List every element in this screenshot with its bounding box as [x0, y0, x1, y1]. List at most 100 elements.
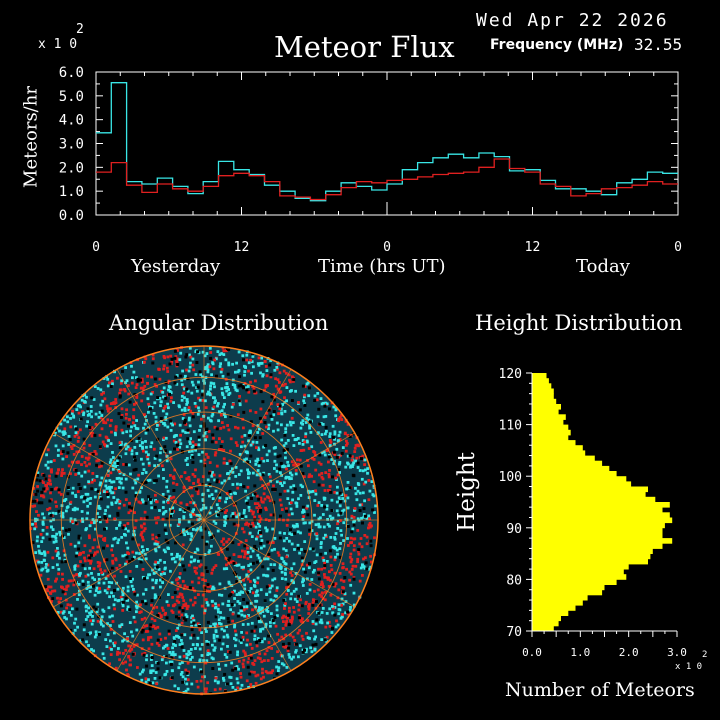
meteor-point	[218, 474, 222, 478]
meteor-point	[208, 365, 212, 369]
meteor-point	[274, 377, 277, 381]
meteor-point	[310, 650, 314, 654]
meteor-point	[241, 567, 245, 571]
meteor-point	[151, 533, 155, 537]
meteor-point	[166, 425, 170, 429]
meteor-point	[176, 448, 179, 451]
meteor-point	[263, 652, 267, 656]
meteor-point	[45, 587, 49, 591]
meteor-point	[303, 385, 307, 388]
sky-gap	[296, 546, 300, 550]
meteor-point	[222, 349, 226, 353]
meteor-point	[172, 653, 175, 657]
meteor-point	[178, 572, 182, 575]
meteor-point	[224, 515, 228, 518]
sky-gap	[323, 404, 327, 408]
meteor-point	[304, 432, 308, 436]
meteor-point	[244, 653, 247, 657]
meteor-point	[110, 544, 114, 548]
meteor-point	[284, 456, 287, 460]
meteor-point	[283, 645, 287, 649]
meteor-point	[206, 603, 210, 607]
sky-gap	[78, 487, 82, 490]
meteor-point	[122, 473, 126, 476]
meteor-point	[124, 562, 127, 566]
meteor-point	[240, 445, 243, 449]
meteor-point	[111, 464, 115, 468]
meteor-point	[189, 538, 193, 541]
meteor-point	[177, 404, 181, 408]
meteor-point	[147, 461, 151, 465]
meteor-point	[193, 402, 197, 405]
meteor-point	[183, 510, 186, 513]
meteor-point	[243, 509, 246, 512]
meteor-point	[283, 532, 286, 535]
meteor-point	[201, 593, 205, 597]
meteor-point	[269, 621, 272, 624]
meteor-point	[193, 551, 197, 554]
meteor-point	[261, 667, 264, 671]
meteor-point	[175, 434, 178, 437]
meteor-point	[154, 566, 158, 570]
meteor-point	[90, 480, 94, 484]
sky-gap	[131, 652, 135, 656]
meteor-point	[259, 611, 262, 615]
meteor-point	[258, 524, 262, 528]
meteor-point	[177, 666, 181, 670]
meteor-point	[263, 388, 266, 392]
meteor-point	[366, 467, 370, 470]
meteor-point	[88, 590, 92, 593]
meteor-point	[226, 645, 229, 648]
meteor-point	[370, 480, 374, 483]
meteor-point	[180, 475, 183, 478]
meteor-point	[185, 615, 189, 618]
sky-gap	[183, 568, 187, 572]
meteor-point	[282, 481, 286, 485]
meteor-point	[174, 441, 178, 444]
meteor-point	[294, 463, 298, 467]
meteor-point	[53, 589, 57, 593]
meteor-point	[339, 519, 342, 522]
sky-gap	[311, 547, 315, 551]
meteor-point	[244, 489, 247, 493]
meteor-point	[34, 517, 37, 521]
meteor-point	[278, 498, 282, 502]
meteor-point	[51, 528, 55, 531]
meteor-point	[213, 385, 216, 389]
meteor-point	[111, 559, 114, 563]
meteor-point	[135, 383, 139, 386]
sky-gap	[331, 626, 334, 630]
meteor-point	[201, 507, 205, 510]
meteor-point	[111, 620, 115, 623]
meteor-point	[185, 607, 189, 611]
meteor-point	[209, 351, 213, 354]
meteor-point	[147, 678, 150, 682]
meteor-point	[146, 548, 149, 551]
sky-gap	[155, 565, 159, 569]
sky-gap	[308, 386, 311, 390]
meteor-point	[284, 371, 288, 375]
meteor-point	[100, 615, 104, 619]
meteor-point	[153, 562, 157, 566]
meteor-point	[351, 455, 354, 459]
meteor-point	[76, 564, 80, 568]
sky-gap	[243, 544, 247, 548]
meteor-point	[179, 501, 183, 505]
meteor-point	[185, 477, 189, 481]
meteor-point	[355, 498, 359, 502]
meteor-point	[120, 477, 123, 481]
meteor-point	[275, 463, 278, 467]
meteor-point	[140, 486, 143, 490]
meteor-point	[265, 529, 269, 533]
meteor-point	[270, 657, 274, 660]
sky-gap	[95, 463, 99, 467]
sky-gap	[299, 464, 303, 468]
sky-gap	[229, 462, 233, 466]
meteor-point	[45, 484, 48, 488]
meteor-point	[117, 599, 121, 602]
meteor-point	[345, 439, 348, 443]
meteor-point	[324, 471, 328, 474]
meteor-point	[58, 530, 62, 534]
meteor-point	[127, 511, 131, 515]
meteor-point	[162, 512, 165, 516]
